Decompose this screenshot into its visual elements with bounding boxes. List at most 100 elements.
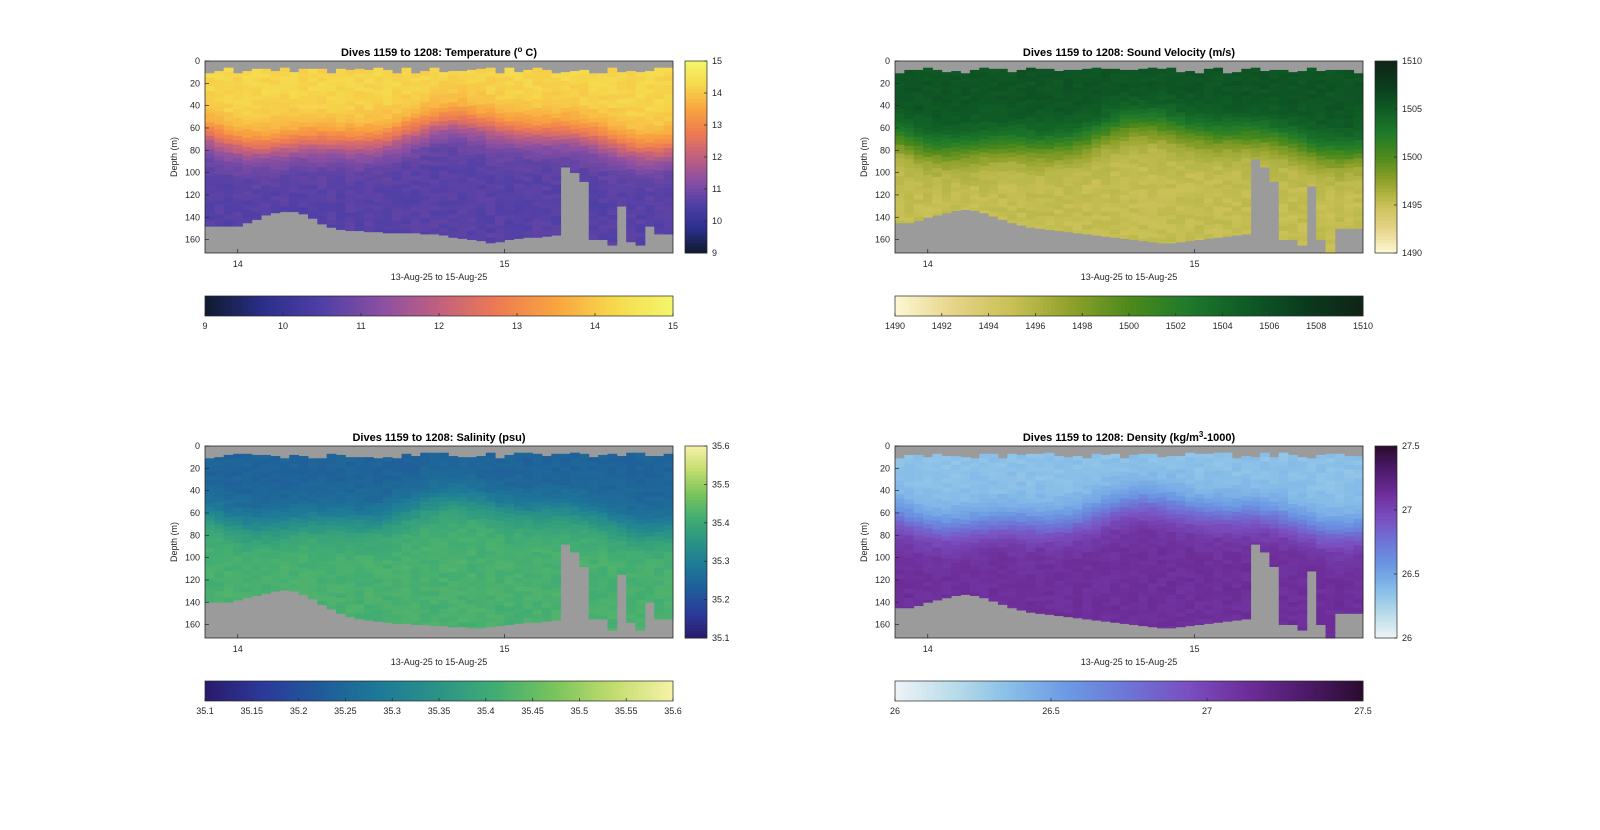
colorbar-segment [1265, 296, 1270, 316]
data-cell [242, 187, 253, 193]
data-cell [969, 194, 980, 200]
data-cell [261, 512, 271, 518]
data-cell [988, 104, 999, 110]
data-cell [1175, 81, 1186, 86]
data-cell [279, 130, 290, 136]
colorbar-segment [630, 296, 635, 316]
data-cell [1166, 157, 1177, 162]
data-cell [279, 587, 290, 591]
data-cell [336, 562, 346, 567]
data-cell [1166, 219, 1177, 225]
data-cell [205, 135, 215, 141]
data-cell [1082, 68, 1092, 74]
data-cell [345, 145, 356, 151]
data-cell [1222, 180, 1233, 186]
y-tick-label: 160 [185, 235, 200, 245]
data-cell [1054, 120, 1064, 126]
colorbar-segment [685, 211, 707, 216]
data-cell [1278, 87, 1289, 93]
colorbar-segment [489, 296, 495, 316]
data-cell [317, 507, 328, 513]
data-cell [485, 125, 496, 131]
data-cell [1063, 230, 1074, 233]
data-cell [1185, 173, 1195, 179]
data-cell [392, 569, 402, 575]
data-cell [214, 577, 225, 583]
data-cell [354, 220, 365, 226]
data-cell [1203, 91, 1214, 97]
data-cell [1194, 189, 1205, 195]
colorbar-segment [306, 296, 311, 316]
data-cell [541, 136, 552, 142]
data-cell [223, 530, 234, 536]
data-cell [1222, 202, 1233, 208]
data-cell [439, 210, 449, 216]
colorbar-segment [976, 296, 982, 316]
data-cell [1129, 74, 1139, 80]
data-cell [261, 508, 271, 514]
data-cell [410, 585, 421, 591]
data-cell [1288, 215, 1298, 220]
data-cell [1269, 119, 1280, 124]
colorbar-segment [1285, 296, 1290, 316]
data-cell [326, 578, 337, 584]
data-cell [1138, 229, 1149, 235]
data-cell [298, 68, 309, 74]
data-cell [307, 104, 318, 110]
data-cell [1166, 81, 1177, 86]
colorbar-segment [271, 296, 276, 316]
data-cell [205, 95, 215, 101]
data-cell [1278, 190, 1289, 196]
data-cell [1278, 221, 1289, 227]
data-cell [401, 215, 412, 220]
colorbar-segment [1195, 296, 1200, 316]
data-cell [373, 94, 384, 100]
data-cell [626, 102, 636, 108]
data-cell [904, 136, 915, 142]
data-cell [1194, 131, 1205, 137]
data-cell [644, 97, 655, 103]
data-cell [1269, 172, 1280, 178]
data-cell [298, 131, 309, 137]
data-cell [579, 150, 590, 156]
data-cell [242, 151, 253, 157]
data-cell [448, 182, 459, 188]
data-cell [298, 198, 309, 204]
data-cell [382, 613, 393, 619]
data-cell [960, 171, 971, 177]
data-cell [485, 90, 496, 95]
data-cell [345, 69, 356, 75]
data-cell [401, 152, 412, 158]
data-cell [1063, 181, 1074, 187]
data-cell [382, 475, 393, 480]
data-cell [420, 573, 431, 579]
data-cell [345, 582, 356, 588]
data-cell [626, 146, 636, 152]
data-cell [364, 127, 374, 133]
colorbar-segment [685, 217, 707, 222]
data-cell [205, 86, 215, 92]
data-cell [969, 96, 980, 102]
data-cell [317, 77, 328, 83]
data-cell [1316, 169, 1326, 175]
data-cell [364, 461, 374, 467]
data-cell [1334, 87, 1345, 93]
data-cell [913, 217, 924, 222]
data-cell [1241, 82, 1252, 88]
data-cell [644, 178, 655, 184]
data-cell [1175, 125, 1186, 131]
data-cell [289, 535, 299, 541]
data-cell [1119, 172, 1130, 178]
data-cell [913, 136, 924, 142]
data-cell [1044, 158, 1055, 163]
data-cell [298, 491, 309, 497]
data-cell [205, 117, 215, 123]
data-cell [1147, 148, 1158, 153]
data-cell [373, 103, 384, 109]
data-cell [448, 549, 459, 555]
data-cell [270, 456, 281, 461]
data-cell [1110, 82, 1121, 88]
data-cell [1213, 188, 1223, 194]
data-cell [439, 506, 449, 512]
data-cell [988, 77, 999, 83]
